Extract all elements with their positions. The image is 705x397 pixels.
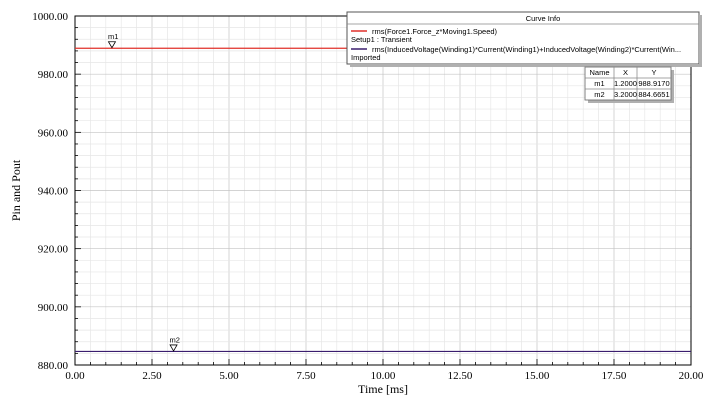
marker-triangle-m1 xyxy=(107,41,117,49)
legend-entry-sub-2: Imported xyxy=(351,53,381,62)
legend-entry-2: rms(InducedVoltage(Winding1)*Current(Win… xyxy=(372,45,681,54)
table-header: Name xyxy=(589,68,609,77)
marker-triangle-m2 xyxy=(169,344,178,352)
minor-ticks xyxy=(74,15,692,366)
x-tick-label: 7.50 xyxy=(296,370,316,382)
table-value: 988.9170 xyxy=(638,79,669,88)
curve-info-legend[interactable]: Curve Info rms(Force1.Force_z*Moving1.Sp… xyxy=(346,11,702,67)
y-tick-label: 880.00 xyxy=(38,360,69,372)
x-tick-labels: 0.00 2.50 5.00 7.50 10.00 12.50 15.00 17.50 20.0… xyxy=(65,370,704,382)
table-value: m1 xyxy=(594,79,604,88)
table-cell xyxy=(636,88,672,101)
y-tick-label: 900.00 xyxy=(38,302,69,314)
x-axis-title: Time [ms] xyxy=(358,382,408,396)
table-header: X xyxy=(623,68,628,77)
y-tick-label: 960.00 xyxy=(38,127,69,139)
x-tick-label: 10.00 xyxy=(371,370,396,382)
marker-label-m1: m1 xyxy=(108,32,118,41)
y-tick-label: 980.00 xyxy=(38,69,69,81)
table-value: 1.2000 xyxy=(614,79,637,88)
legend-entry-sub-1: Setup1 : Transient xyxy=(351,35,413,44)
x-tick-label: 5.00 xyxy=(219,370,239,382)
x-tick-label: 2.50 xyxy=(142,370,162,382)
marker-layer: m1 m2 xyxy=(107,32,180,352)
legend-title: Curve Info xyxy=(526,14,561,23)
x-tick-label: 15.00 xyxy=(525,370,550,382)
table-value: 884.6651 xyxy=(638,90,669,99)
marker-label-m2: m2 xyxy=(170,335,180,344)
x-tick-label: 0.00 xyxy=(65,370,85,382)
y-tick-label: 1000.00 xyxy=(32,11,68,23)
marker-table[interactable]: Name X Ym1 1.2000 988.9170 m2 3.2000 884.6651 xyxy=(584,66,674,103)
x-tick-label: 20.00 xyxy=(679,370,704,382)
table-value: 3.2000 xyxy=(614,90,637,99)
y-tick-label: 920.00 xyxy=(38,244,69,256)
legend-items: rms(Force1.Force_z*Moving1.Speed)Setup1 … xyxy=(351,27,681,62)
y-tick-labels: 880.00 900.00 920.00 940.00 960.00 980.00 1000… xyxy=(32,11,68,372)
x-tick-label: 17.50 xyxy=(602,370,627,382)
table-value: m2 xyxy=(594,90,604,99)
legend-entry-1: rms(Force1.Force_z*Moving1.Speed) xyxy=(372,27,498,36)
table-header: Y xyxy=(651,68,656,77)
y-axis-title: Pin and Pout xyxy=(9,159,23,221)
x-tick-label: 12.50 xyxy=(448,370,473,382)
y-tick-label: 940.00 xyxy=(38,186,69,198)
